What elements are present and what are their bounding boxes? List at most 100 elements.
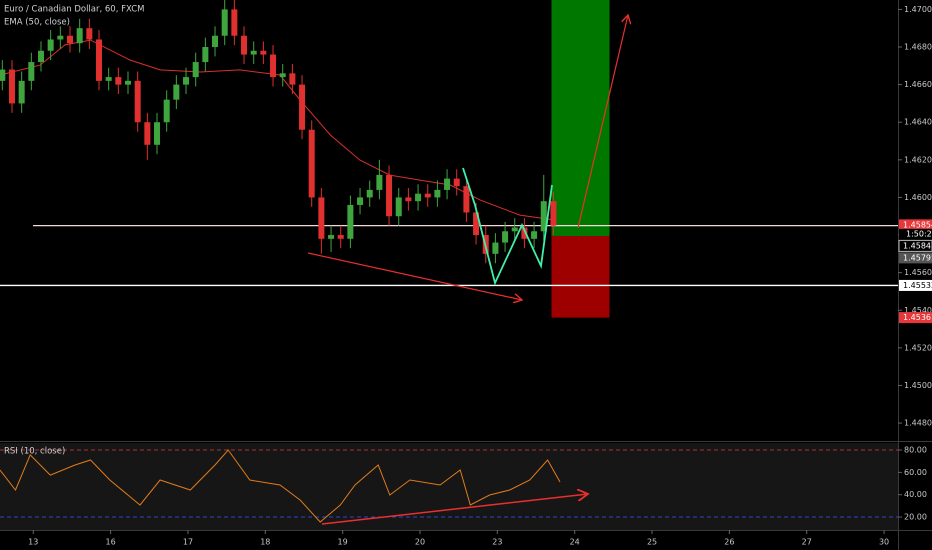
price-tag [899,252,932,264]
candle-body [279,73,286,78]
candle-body [550,201,557,226]
candle-body [289,73,296,85]
y-tick-label: 1.44800 [904,419,932,428]
rsi-arrow [321,494,588,525]
rsi-tick-label: 20.00 [904,513,927,522]
price-tag-label: 1.45854 [903,220,932,229]
candle-body [328,235,335,239]
candle-body [28,62,35,81]
trend-arrow [307,252,522,300]
candle-body [115,77,122,85]
pattern-zigzag [462,167,553,286]
x-tick-label: 18 [260,538,270,547]
candle-body [18,80,25,104]
candle-body [366,189,373,198]
candle-body [357,197,364,205]
candle-body [386,174,393,217]
y-tick-label: 1.45600 [904,268,932,277]
x-tick-label: 30 [879,538,889,547]
y-tick-label: 1.46400 [904,118,932,127]
rsi-tick-label: 80.00 [904,446,927,455]
y-tick-label: 1.47000 [904,5,932,14]
candle-body [173,84,180,100]
candle-body [308,129,315,198]
x-tick-label: 27 [802,538,812,547]
price-tag [899,279,932,291]
candle-body [502,231,509,243]
candle-body [231,9,238,36]
candle-body [192,62,199,78]
candle-body [86,28,93,40]
indicator-label: EMA (50, close) [4,18,70,28]
candle-body [492,242,499,254]
candle-body [463,186,470,213]
price-tag-label: 1.45361 [903,313,932,322]
candle-body [76,28,83,44]
candle-body [183,77,190,85]
rsi-panel [0,443,898,530]
candle-body [154,122,161,145]
x-tick-label: 19 [338,538,348,547]
candle-body [57,35,64,40]
x-tick-label: 13 [28,538,38,547]
x-tick-label: 23 [492,538,502,547]
candle-body [250,50,257,55]
y-tick-label: 1.45000 [904,381,932,390]
x-tick-label: 16 [106,538,116,547]
candle-body [453,178,460,187]
candle-body [415,193,422,202]
candle-body [521,227,528,239]
rsi-label: RSI (10, close) [4,447,65,457]
x-tick-label: 25 [647,538,657,547]
x-tick-label: 17 [183,538,193,547]
y-tick-label: 1.45400 [904,306,932,315]
countdown-bg [899,228,932,239]
candle-body [37,50,44,63]
price-tag [899,219,932,231]
x-tick-label: 26 [724,538,734,547]
rsi-tick-label: 40.00 [904,490,927,499]
candle-body [424,193,431,198]
candle-body [511,227,518,232]
candle-body [376,174,383,190]
chart-title: Euro / Canadian Dollar, 60, FXCM [4,5,145,15]
candle-body [134,80,141,123]
candle-body [163,99,170,123]
price-tag-label: 1.45843 [903,241,932,250]
candle-body [212,35,219,48]
candle-body [202,47,209,63]
candle-body [66,35,73,44]
candle-body [96,39,103,81]
price-tag-label: 1.45795 [903,253,932,262]
profit-zone [551,0,610,236]
rsi-line [0,449,561,523]
price-tag-label: 1.45532 [903,281,932,290]
price-tag [898,239,932,252]
candle-body [405,197,412,202]
candle-body [0,69,6,81]
candle-body [318,197,325,239]
candle-body [540,201,547,232]
candle-body [105,77,112,81]
candle-body [299,84,306,130]
candle-body [434,189,441,198]
y-tick-label: 1.46200 [904,155,932,164]
loss-zone [551,235,610,318]
price-tag [899,312,932,324]
candle-body [473,212,480,236]
y-tick-label: 1.46800 [904,43,932,52]
candle-body [347,204,354,239]
y-tick-label: 1.45200 [904,343,932,352]
candle-body [444,178,451,190]
candle-body [47,39,54,51]
candle-body [221,9,228,36]
candle-body [241,35,248,55]
candle-body [531,231,538,239]
candle-body [144,122,151,145]
y-tick-label: 1.46000 [904,193,932,202]
candle-body [337,235,344,239]
rsi-tick-label: 60.00 [904,468,927,477]
ema-line [0,39,555,221]
